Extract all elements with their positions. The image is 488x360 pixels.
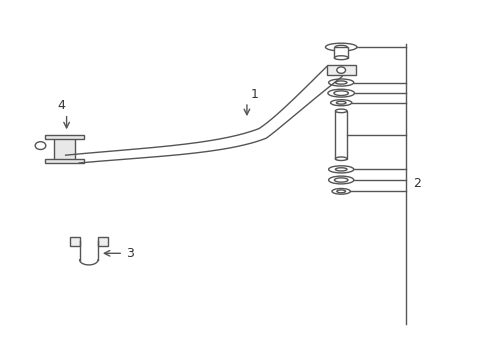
Bar bbox=[45, 135, 84, 139]
Text: 1: 1 bbox=[250, 88, 258, 101]
Ellipse shape bbox=[335, 168, 346, 171]
Ellipse shape bbox=[328, 166, 353, 173]
Ellipse shape bbox=[334, 56, 347, 60]
Ellipse shape bbox=[335, 109, 346, 113]
Bar bbox=[54, 138, 75, 162]
Bar bbox=[335, 111, 346, 159]
Ellipse shape bbox=[328, 176, 353, 184]
Ellipse shape bbox=[335, 81, 346, 84]
Ellipse shape bbox=[334, 45, 346, 49]
Ellipse shape bbox=[327, 89, 354, 97]
Ellipse shape bbox=[328, 79, 353, 86]
Bar bbox=[334, 47, 347, 58]
Ellipse shape bbox=[330, 100, 351, 106]
Ellipse shape bbox=[336, 190, 345, 193]
Ellipse shape bbox=[325, 43, 356, 51]
Text: 2: 2 bbox=[412, 177, 420, 190]
Bar bbox=[45, 158, 84, 163]
Text: 4: 4 bbox=[58, 99, 65, 112]
Ellipse shape bbox=[331, 189, 350, 194]
Ellipse shape bbox=[35, 142, 46, 149]
Ellipse shape bbox=[335, 157, 346, 161]
Bar bbox=[326, 65, 355, 75]
Ellipse shape bbox=[333, 91, 348, 95]
Text: 3: 3 bbox=[126, 247, 134, 260]
Ellipse shape bbox=[334, 178, 347, 182]
Ellipse shape bbox=[336, 101, 346, 104]
Bar bbox=[98, 237, 107, 247]
Bar bbox=[70, 237, 80, 247]
Ellipse shape bbox=[336, 67, 345, 73]
